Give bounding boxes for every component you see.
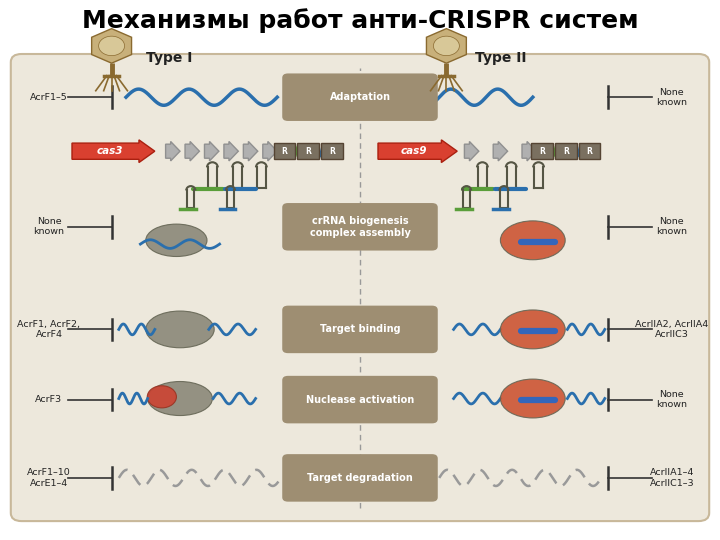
Ellipse shape [145, 224, 207, 256]
Text: Type I: Type I [146, 51, 192, 65]
Ellipse shape [500, 221, 565, 260]
FancyArrow shape [243, 141, 258, 161]
Text: None
known: None known [656, 87, 688, 107]
FancyArrow shape [493, 141, 508, 161]
FancyBboxPatch shape [282, 73, 438, 121]
FancyArrow shape [378, 140, 457, 163]
Text: R: R [587, 147, 593, 156]
Text: Target binding: Target binding [320, 325, 400, 334]
FancyBboxPatch shape [11, 54, 709, 521]
Text: None
known: None known [33, 217, 65, 237]
Text: None
known: None known [656, 390, 688, 409]
Text: R: R [282, 147, 287, 156]
Text: R: R [539, 147, 545, 156]
FancyBboxPatch shape [282, 454, 438, 502]
Ellipse shape [145, 311, 215, 348]
Text: cas9: cas9 [401, 146, 427, 156]
Text: AcrIIA2, AcrIIA4
AcrIIC3: AcrIIA2, AcrIIA4 AcrIIC3 [635, 320, 708, 339]
Text: AcrIIA1–4
AcrIIC1–3: AcrIIA1–4 AcrIIC1–3 [649, 468, 694, 488]
FancyArrow shape [522, 141, 536, 161]
Text: R: R [305, 147, 311, 156]
FancyBboxPatch shape [282, 203, 438, 251]
Ellipse shape [148, 386, 176, 408]
Ellipse shape [500, 310, 565, 349]
Circle shape [433, 36, 459, 56]
FancyArrow shape [204, 141, 219, 161]
Text: AcrF1, AcrF2,
AcrF4: AcrF1, AcrF2, AcrF4 [17, 320, 81, 339]
FancyArrow shape [263, 141, 277, 161]
Ellipse shape [500, 379, 565, 418]
FancyArrow shape [224, 141, 238, 161]
Text: Adaptation: Adaptation [330, 92, 390, 102]
FancyArrow shape [166, 141, 180, 161]
Circle shape [99, 36, 125, 56]
Ellipse shape [148, 381, 212, 416]
Text: Nuclease activation: Nuclease activation [306, 395, 414, 404]
Text: Target degradation: Target degradation [307, 473, 413, 483]
Text: R: R [329, 147, 335, 156]
Text: R: R [563, 147, 569, 156]
Text: Type II: Type II [474, 51, 526, 65]
Text: AcrF3: AcrF3 [35, 395, 63, 404]
FancyArrow shape [464, 141, 479, 161]
Text: cas3: cas3 [96, 146, 122, 156]
FancyArrow shape [185, 141, 199, 161]
FancyBboxPatch shape [282, 306, 438, 353]
Text: None
known: None known [656, 217, 688, 237]
Text: AcrF1–10
AcrE1–4: AcrF1–10 AcrE1–4 [27, 468, 71, 488]
Text: Механизмы работ анти-CRISPR систем: Механизмы работ анти-CRISPR систем [81, 8, 639, 33]
Text: AcrF1–5: AcrF1–5 [30, 93, 68, 102]
Text: crRNA biogenesis
complex assembly: crRNA biogenesis complex assembly [310, 216, 410, 238]
FancyArrow shape [72, 140, 155, 163]
FancyBboxPatch shape [282, 376, 438, 423]
